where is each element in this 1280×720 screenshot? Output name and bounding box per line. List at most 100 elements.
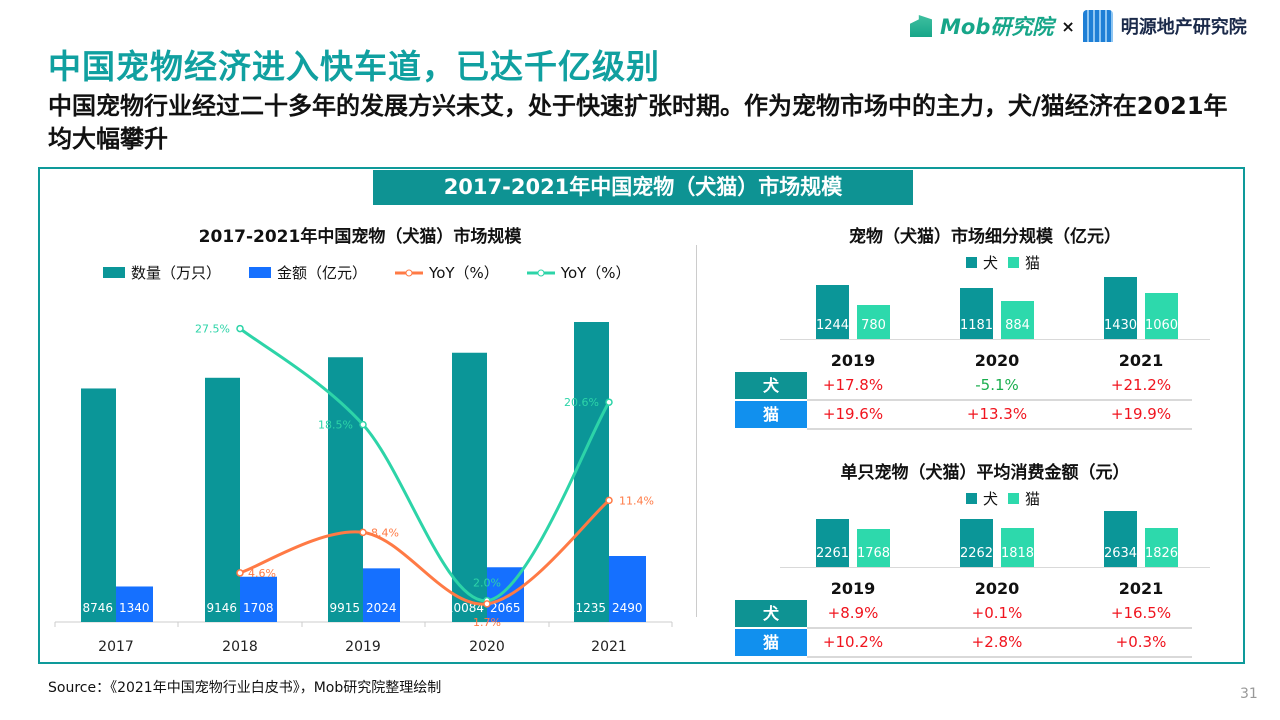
content-frame — [38, 167, 1245, 664]
legend-swatch — [966, 257, 977, 268]
logo-bar: Mob研究院 × 明源地产研究院 — [910, 10, 1247, 42]
year-label: 2019 — [830, 579, 876, 598]
x-tick-label: 2020 — [469, 639, 505, 655]
bar-label: 11235 — [568, 601, 606, 615]
bar-dog: 1430 — [1104, 276, 1137, 339]
legend-amount: 金额（亿元） — [249, 262, 367, 283]
page-subtitle: 中国宠物行业经过二十多年的发展方兴未艾，处于快速扩张时期。作为宠物市场中的主力，… — [48, 92, 1228, 153]
page-title: 中国宠物经济进入快车道，已达千亿级别 — [48, 47, 660, 86]
bar-label: 8746 — [82, 601, 113, 615]
year-label: 2021 — [1118, 351, 1164, 370]
legend-line-icon — [395, 269, 424, 276]
bar-label: 2490 — [612, 601, 643, 615]
bar-cat: 1060 — [1145, 292, 1178, 339]
legend-label: 数量（万只） — [131, 264, 222, 282]
line-point — [483, 600, 491, 608]
legend-label: 金额（亿元） — [277, 264, 368, 282]
row-label-cat: 猫 — [735, 629, 807, 656]
legend-yoy-green: YoY（%） — [526, 262, 631, 283]
bar-dog: 2262 — [960, 518, 993, 567]
row-label-cat: 猫 — [735, 401, 807, 428]
legend-item: 猫 — [1008, 252, 1040, 273]
line-label: 11.4% — [619, 494, 654, 507]
growth-value: +0.3% — [1115, 633, 1167, 651]
growth-value: +0.1% — [971, 604, 1023, 622]
line-label: 4.6% — [248, 567, 276, 580]
bar-count — [574, 322, 609, 622]
bar-count — [205, 377, 240, 622]
legend-yoy-orange: YoY（%） — [395, 262, 499, 283]
logo-separator: × — [1061, 16, 1075, 36]
year-label: 2019 — [830, 351, 876, 370]
bar-count — [81, 388, 116, 622]
mob-logo: Mob研究院 — [940, 15, 1054, 39]
row-divider — [807, 399, 1192, 401]
growth-value: +10.2% — [822, 633, 884, 651]
growth-value: +13.3% — [966, 405, 1028, 423]
line-label: 20.6% — [564, 396, 599, 409]
legend-label: YoY（%） — [560, 264, 631, 282]
line-label: 18.5% — [318, 419, 353, 432]
yoy-line-green — [239, 327, 611, 603]
legend-swatch — [1008, 257, 1020, 268]
legend-label: 猫 — [1025, 254, 1041, 272]
year-label: 2020 — [974, 351, 1020, 370]
row-label-dog: 犬 — [735, 372, 807, 399]
legend-item: 猫 — [1008, 488, 1040, 509]
growth-value: +8.9% — [827, 604, 879, 622]
growth-value: -5.1% — [975, 376, 1019, 394]
legend-item: 犬 — [966, 252, 998, 273]
bar-amount — [609, 556, 646, 622]
line-label: 2.0% — [473, 577, 501, 590]
bar-label: 9915 — [329, 601, 360, 615]
line-point — [605, 496, 613, 505]
line-point — [236, 324, 244, 333]
bar-dog: 1181 — [960, 287, 993, 339]
year-label: 2021 — [1118, 579, 1164, 598]
main-chart-title: 2017-2021年中国宠物（犬猫）市场规模 — [198, 227, 522, 247]
baseline — [780, 567, 1210, 568]
x-tick-label: 2021 — [591, 639, 627, 655]
year-label: 2020 — [974, 579, 1020, 598]
row-label-dog: 犬 — [735, 600, 807, 627]
line-point — [359, 528, 367, 537]
bar-dog: 2634 — [1104, 510, 1137, 567]
bar-dog: 2261 — [816, 518, 849, 567]
bar-cat: 1768 — [857, 529, 890, 567]
x-tick-label: 2017 — [98, 639, 134, 655]
legend-swatch — [103, 267, 125, 278]
panel-legend: 犬猫 — [966, 252, 1040, 273]
legend-item: 犬 — [966, 488, 998, 509]
legend-line-icon — [526, 269, 555, 276]
bar-count — [452, 352, 487, 622]
legend-swatch — [1008, 493, 1020, 504]
legend-label: 犬 — [983, 254, 999, 272]
row-divider — [807, 656, 1192, 658]
growth-value: +17.8% — [822, 376, 884, 394]
mingyuan-logo: 明源地产研究院 — [1120, 17, 1247, 38]
row-divider — [807, 428, 1192, 430]
page-number: 31 — [1240, 686, 1258, 702]
divider — [696, 245, 697, 617]
bar-label: 1708 — [243, 601, 274, 615]
bar-cat: 780 — [857, 305, 890, 339]
legend-count: 数量（万只） — [103, 262, 221, 283]
legend-label: YoY（%） — [429, 264, 499, 282]
bar-label: 1340 — [119, 601, 150, 615]
baseline — [780, 339, 1210, 340]
line-point — [359, 420, 367, 429]
line-label: 27.5% — [195, 323, 230, 336]
main-chart-legend: 数量（万只） 金额（亿元） YoY（%） YoY（%） — [103, 262, 631, 283]
line-point — [236, 569, 244, 577]
growth-value: +19.9% — [1110, 405, 1172, 423]
row-divider — [807, 627, 1192, 629]
bar-label: 2065 — [490, 601, 521, 615]
legend-label: 犬 — [983, 490, 999, 508]
growth-value: +21.2% — [1110, 376, 1172, 394]
section-banner: 2017-2021年中国宠物（犬猫）市场规模 — [373, 170, 913, 205]
bar-label: 2024 — [366, 601, 397, 615]
yoy-line-orange — [239, 499, 610, 606]
x-tick-label: 2019 — [345, 639, 381, 655]
growth-value: +16.5% — [1110, 604, 1172, 622]
